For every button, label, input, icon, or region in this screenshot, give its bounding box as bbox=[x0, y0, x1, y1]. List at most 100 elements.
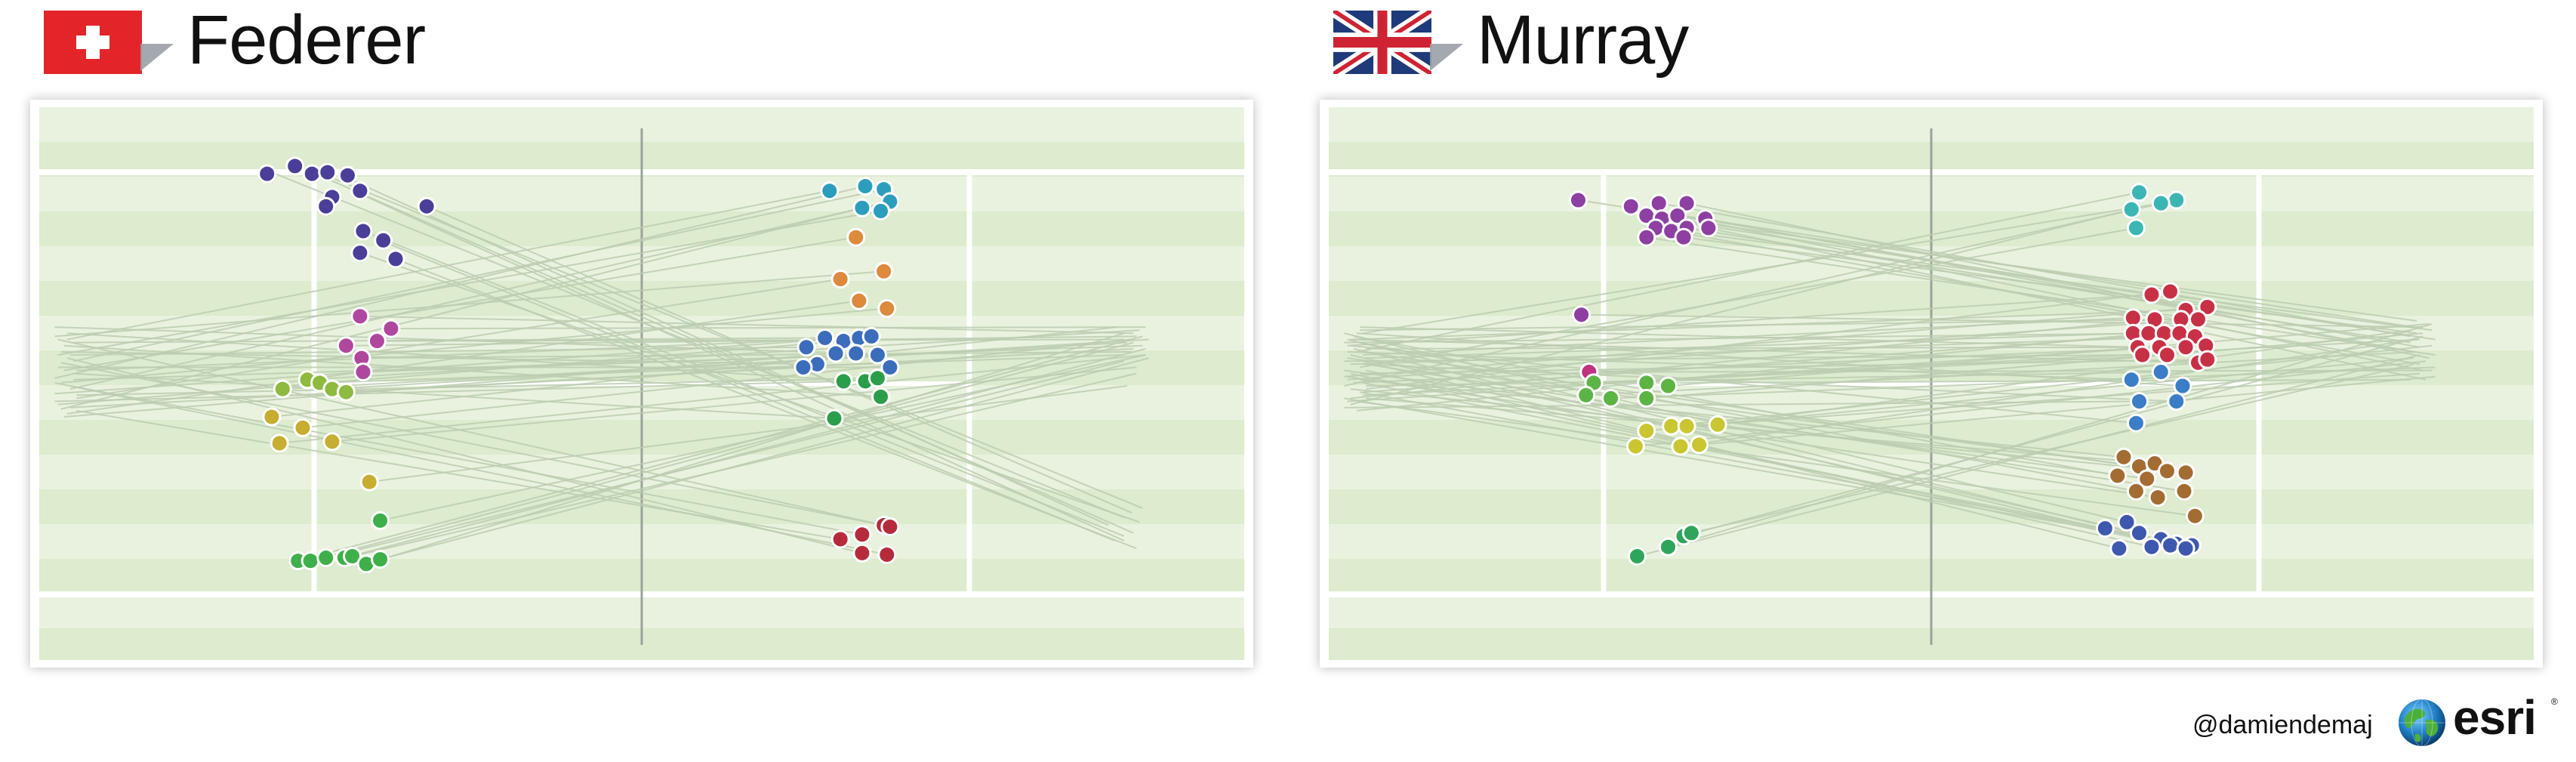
shot-point bbox=[318, 162, 337, 182]
shot-trajectory bbox=[1350, 338, 2199, 364]
shot-point bbox=[350, 243, 370, 263]
shot-point bbox=[877, 545, 897, 564]
shot-point bbox=[846, 227, 866, 247]
shot-point bbox=[371, 511, 390, 530]
shot-point bbox=[867, 369, 887, 388]
shot-point bbox=[830, 270, 850, 289]
shot-trajectory bbox=[1366, 332, 2134, 359]
shot-point bbox=[270, 433, 289, 453]
shot-trajectory bbox=[57, 338, 891, 528]
shot-point bbox=[880, 357, 900, 377]
shot-trajectory bbox=[1359, 227, 2137, 369]
shot-point bbox=[371, 550, 390, 569]
shot-point bbox=[1690, 435, 1709, 455]
shot-trajectory bbox=[302, 338, 1131, 429]
shot-point bbox=[830, 529, 850, 549]
shot-trajectory bbox=[1646, 236, 2436, 356]
shot-point bbox=[2157, 461, 2177, 481]
shot-trajectory bbox=[54, 326, 856, 354]
shot-point bbox=[257, 164, 277, 184]
shot-trajectory bbox=[352, 372, 1137, 557]
shot-point bbox=[2176, 338, 2195, 357]
shot-trajectory bbox=[307, 329, 1140, 381]
shot-point bbox=[343, 547, 362, 566]
shot-point bbox=[2198, 350, 2217, 369]
esri-logo: esri ® bbox=[2397, 690, 2563, 752]
shot-point bbox=[871, 201, 891, 221]
shot-point bbox=[852, 543, 872, 563]
shot-trajectory bbox=[1363, 332, 2180, 393]
shot-trajectory bbox=[1347, 357, 2140, 467]
shot-point bbox=[2176, 538, 2195, 558]
shot-point bbox=[1576, 385, 1596, 405]
shot-point bbox=[353, 362, 373, 382]
shot-trajectory bbox=[279, 354, 1146, 444]
shot-point bbox=[880, 517, 900, 537]
shot-point bbox=[374, 230, 393, 250]
shot-point bbox=[2137, 469, 2157, 489]
flag-tab-icon bbox=[140, 44, 174, 71]
shot-point bbox=[1674, 227, 1693, 247]
federer-panel: Federer bbox=[30, 0, 1283, 680]
shot-point bbox=[316, 196, 336, 216]
shot-point bbox=[826, 344, 846, 363]
shot-point bbox=[302, 164, 322, 184]
shot-point bbox=[1625, 437, 1645, 456]
flag-tab-icon bbox=[1430, 44, 1463, 71]
shot-point bbox=[336, 336, 356, 356]
shot-trajectory bbox=[76, 278, 841, 400]
shot-point bbox=[1677, 416, 1696, 436]
shot-point bbox=[367, 332, 387, 351]
shot-point bbox=[2114, 447, 2134, 467]
shot-trajectory bbox=[1683, 335, 2423, 537]
shot-trajectory bbox=[1705, 217, 2414, 353]
shot-trajectory bbox=[1668, 323, 2433, 548]
author-credit: @damiendemaj bbox=[2192, 711, 2373, 739]
shot-trajectory bbox=[1356, 191, 2140, 353]
shot-point bbox=[2188, 310, 2208, 329]
shot-trajectory bbox=[387, 242, 1115, 541]
shot-point bbox=[2173, 376, 2192, 396]
court-federer bbox=[30, 100, 1253, 668]
shot-trajectory bbox=[66, 332, 866, 382]
shot-trajectory bbox=[54, 381, 887, 556]
shot-trajectory bbox=[365, 332, 1125, 565]
shot-trajectory bbox=[1680, 338, 2417, 447]
shot-trajectory bbox=[63, 344, 881, 398]
shot-point bbox=[2142, 537, 2162, 557]
shot-point bbox=[874, 261, 894, 281]
shot-points bbox=[1568, 183, 2217, 566]
shot-trajectory bbox=[1655, 227, 2433, 332]
shot-trajectory bbox=[325, 360, 1125, 559]
shot-trajectory bbox=[1363, 350, 2168, 472]
shot-trajectory bbox=[390, 326, 1146, 330]
shot-point bbox=[1708, 415, 1727, 434]
shot-point bbox=[359, 472, 379, 492]
shot-point bbox=[834, 372, 853, 391]
shot-point bbox=[293, 418, 313, 437]
shot-trajectory bbox=[69, 385, 863, 535]
shot-point bbox=[337, 165, 357, 185]
shot-point bbox=[1627, 547, 1647, 566]
shot-point bbox=[2174, 481, 2194, 501]
shot-trajectory bbox=[1677, 214, 2423, 372]
shot-trajectory bbox=[1588, 369, 2433, 373]
shot-trajectory bbox=[1366, 346, 2186, 350]
shot-point bbox=[855, 177, 875, 196]
shot-point bbox=[2133, 345, 2152, 365]
shot-trajectory bbox=[1344, 369, 2147, 480]
shot-point bbox=[350, 181, 370, 201]
shot-trajectory bbox=[1359, 341, 2137, 492]
shot-point bbox=[1637, 373, 1656, 393]
shot-point bbox=[1659, 537, 1678, 557]
murray-header: Murray bbox=[1333, 2, 2541, 88]
shot-point bbox=[2122, 199, 2141, 219]
shot-point bbox=[2123, 308, 2143, 328]
shot-trajectories bbox=[54, 163, 1149, 565]
shot-point bbox=[2161, 282, 2180, 301]
shot-trajectory bbox=[380, 357, 1149, 560]
shot-point bbox=[793, 357, 813, 377]
shot-trajectory bbox=[1362, 381, 2106, 529]
shot-point bbox=[2161, 535, 2180, 555]
shot-point bbox=[867, 345, 887, 365]
